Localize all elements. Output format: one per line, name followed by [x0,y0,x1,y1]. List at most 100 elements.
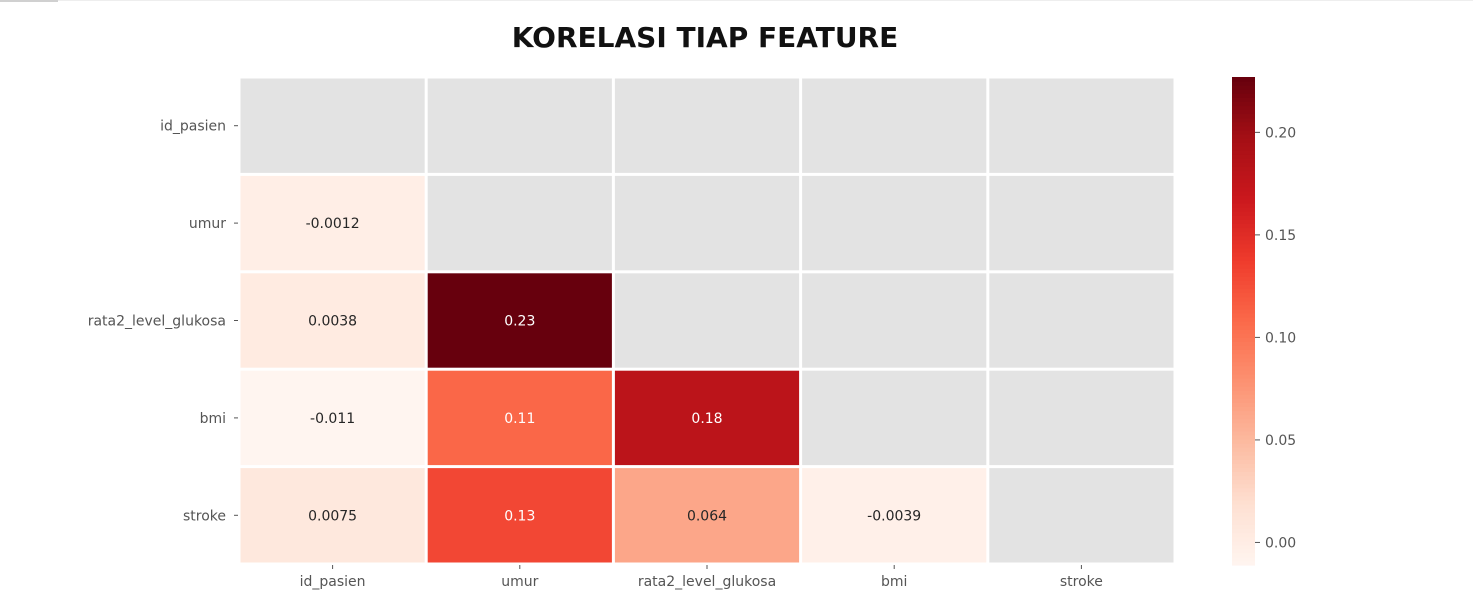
colorbar-gradient-segment [1232,361,1255,367]
colorbar-gradient-segment [1232,544,1255,550]
colorbar-gradient-segment [1232,410,1255,416]
colorbar-gradient-segment [1232,528,1255,534]
cell-value-label: -0.0012 [306,216,360,232]
colorbar-gradient-segment [1232,341,1255,346]
colorbar-gradient-segment [1232,357,1255,363]
colorbar-gradient-segment [1232,264,1255,269]
x-tick-label: stroke [1060,574,1103,590]
heatmap-cell-masked [427,175,612,271]
colorbar-gradient-segment [1232,345,1255,351]
colorbar-gradient-segment [1232,512,1255,517]
colorbar-gradient-segment [1232,365,1255,371]
colorbar-gradient-segment [1232,430,1255,436]
x-tick-label: id_pasien [300,574,366,590]
heatmap-cell [427,273,612,368]
colorbar-gradient-segment [1232,475,1255,481]
colorbar-gradient-segment [1232,276,1255,281]
colorbar-gradient-segment [1232,81,1255,86]
colorbar-gradient-segment [1232,268,1255,273]
colorbar-gradient-segment [1232,113,1255,119]
heatmap-cell [240,370,425,466]
heatmap-cell-masked [989,175,1174,271]
colorbar-gradient-segment [1232,117,1255,123]
colorbar-gradient-segment [1232,105,1255,111]
colorbar-gradient-segment [1232,325,1255,330]
colorbar-gradient-segment [1232,548,1255,554]
colorbar-gradient-segment [1232,85,1255,90]
colorbar-gradient-segment [1232,483,1255,489]
colorbar-gradient-segment [1232,300,1255,306]
colorbar-gradient-segment [1232,382,1255,387]
colorbar-gradient-segment [1232,146,1255,151]
colorbar-gradient-segment [1232,77,1255,82]
x-tick-label: umur [501,574,538,590]
colorbar-gradient-segment [1232,438,1255,444]
heatmap-cell-masked [802,273,987,368]
colorbar-gradient-segment [1232,540,1255,546]
colorbar-gradient-segment [1232,142,1255,147]
colorbar-gradient-segment [1232,508,1255,513]
colorbar-gradient-segment [1232,487,1255,493]
colorbar-gradient-segment [1232,235,1255,241]
colorbar-gradient-segment [1232,321,1255,326]
colorbar-gradient-segment [1232,284,1255,290]
colorbar-gradient-segment [1232,467,1255,473]
colorbar-gradient-segment [1232,312,1255,318]
colorbar-tick-label: 0.20 [1265,125,1296,141]
colorbar-gradient-segment [1232,422,1255,428]
colorbar-gradient-segment [1232,154,1255,159]
colorbar-gradient-segment [1232,353,1255,359]
colorbar-gradient-segment [1232,520,1255,525]
colorbar-gradient-segment [1232,150,1255,155]
y-tick-label: stroke [183,508,226,524]
heatmap-cell [427,468,612,563]
colorbar-gradient-segment [1232,455,1255,460]
heatmap-cell-masked [240,78,425,173]
colorbar-gradient-segment [1232,447,1255,452]
y-tick-label: bmi [200,411,226,427]
colorbar-gradient-segment [1232,207,1255,212]
colorbar-gradient-segment [1232,219,1255,224]
colorbar-gradient-segment [1232,434,1255,440]
colorbar-gradient-segment [1232,349,1255,355]
colorbar-gradient-segment [1232,190,1255,196]
colorbar-gradient-segment [1232,552,1255,558]
cell-value-label: 0.064 [687,508,727,524]
heatmap-cell [240,175,425,271]
y-tick-label: rata2_level_glukosa [88,314,226,330]
colorbar-gradient-segment [1232,272,1255,277]
heatmap-cell [614,370,800,466]
chart-title: KORELASI TIAP FEATURE [512,21,899,54]
cell-value-label: 0.0075 [308,508,357,524]
colorbar-gradient-segment [1232,121,1255,127]
heatmap-cell-masked [427,78,612,173]
colorbar-gradient-segment [1232,243,1255,249]
colorbar-gradient-segment [1232,418,1255,424]
heatmap-cell [802,468,987,563]
colorbar-gradient-segment [1232,129,1255,135]
x-tick-label: bmi [881,574,907,590]
colorbar-gradient-segment [1232,426,1255,432]
colorbar-gradient-segment [1232,158,1255,163]
colorbar-gradient-segment [1232,215,1255,220]
colorbar-gradient-segment [1232,398,1255,403]
heatmap-cell-masked [989,370,1174,466]
colorbar-gradient-segment [1232,223,1255,229]
colorbar-tick-label: 0.10 [1265,330,1296,346]
colorbar-gradient-segment [1232,199,1255,204]
colorbar-gradient-segment [1232,227,1255,233]
colorbar-gradient-segment [1232,133,1255,139]
colorbar-gradient-segment [1232,231,1255,237]
colorbar-gradient-segment [1232,471,1255,477]
heatmap-cell-masked [614,175,800,271]
colorbar-gradient-segment [1232,203,1255,208]
colorbar-gradient-segment [1232,524,1255,529]
heatmap-cells: -0.0012 0.0038 0.23 -0.011 0.11 0.18 0.0075 0.1… [240,78,1174,563]
heatmap-cell-masked [989,78,1174,173]
colorbar-gradient-segment [1232,536,1255,542]
colorbar-gradient-segment [1232,491,1255,497]
heatmap-cell-masked [802,175,987,271]
colorbar-gradient-segment [1232,89,1255,94]
